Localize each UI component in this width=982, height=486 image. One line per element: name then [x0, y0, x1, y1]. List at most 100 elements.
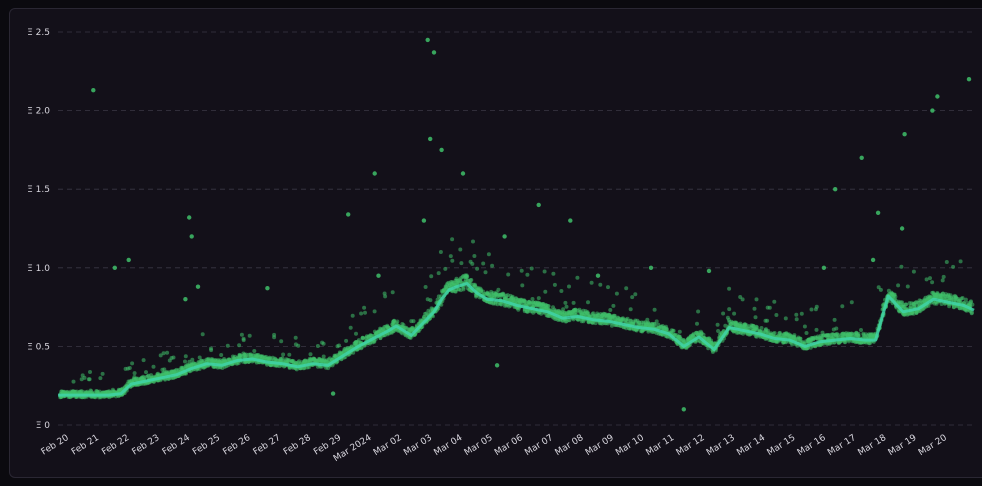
scatter-point — [941, 274, 946, 279]
scatter-point — [905, 284, 910, 289]
scatter-point — [935, 291, 940, 295]
scatter-point — [219, 353, 224, 357]
scatter-point — [608, 308, 613, 312]
outlier-point — [187, 215, 192, 220]
outlier-point — [112, 265, 118, 270]
x-tick-label: Feb 21 — [70, 433, 101, 458]
outlier-point — [648, 265, 654, 270]
x-tick-label: Mar 19 — [887, 433, 919, 458]
outlier-point — [428, 136, 433, 142]
scatter-point — [963, 297, 968, 302]
scatter-point — [279, 339, 284, 344]
scatter-point — [772, 331, 777, 335]
scatter-point — [677, 329, 682, 334]
scatter-point — [529, 266, 534, 271]
scatter-point — [958, 259, 963, 264]
scatter-point — [411, 319, 416, 324]
scatter-point — [802, 324, 807, 329]
scatter-point — [165, 350, 170, 355]
scatter-point — [779, 332, 783, 337]
x-tick-label: Feb 23 — [131, 433, 162, 458]
scatter-point — [774, 313, 779, 317]
outlier-point — [966, 77, 972, 82]
outlier-point — [930, 108, 935, 113]
scatter-point — [721, 311, 726, 316]
scatter-point — [740, 297, 745, 302]
scatter-point — [598, 282, 603, 287]
scatter-point — [571, 300, 576, 305]
scatter-point — [82, 375, 87, 380]
scatter-point — [486, 252, 491, 257]
outlier-point — [935, 94, 940, 99]
scatter-point — [834, 326, 839, 331]
scatter-point — [876, 285, 881, 290]
scatter-point — [360, 335, 365, 340]
scatter-point — [543, 289, 548, 294]
scatter-point — [127, 366, 132, 370]
scatter-point — [969, 299, 973, 304]
scatter-point — [727, 286, 732, 291]
scatter-point — [519, 268, 524, 273]
scatter-point — [183, 359, 187, 364]
outlier-point — [875, 210, 881, 215]
scatter-point — [483, 270, 488, 275]
scatter-point — [614, 291, 619, 296]
scatter-point — [542, 269, 547, 274]
x-tick-label: Mar 02 — [372, 433, 404, 458]
y-axis-ticks: Ξ 0 Ξ 0.5 Ξ 1.0 Ξ 1.5 Ξ 2.0 Ξ 2.5 — [27, 28, 50, 431]
x-tick-label: Feb 25 — [191, 433, 222, 458]
chart-panel — [9, 8, 982, 478]
scatter-point — [272, 335, 277, 340]
scatter-point — [754, 297, 759, 302]
scatter-point — [348, 325, 353, 330]
scatter-point — [539, 311, 544, 316]
outlier-point — [265, 286, 270, 291]
scatter-point — [363, 310, 367, 315]
x-tick-label: Mar 09 — [584, 433, 616, 458]
scatter-point — [241, 338, 246, 343]
outlier-point — [859, 155, 864, 160]
scatter-point — [321, 354, 326, 359]
x-tick-label: Mar 10 — [614, 433, 646, 458]
scatter-point — [799, 311, 804, 316]
scatter-point — [530, 297, 535, 301]
scatter-point — [767, 305, 772, 310]
scatter-point — [237, 343, 242, 348]
scatter-point — [296, 343, 301, 348]
scatter-point — [130, 361, 135, 366]
outlier-point — [706, 268, 712, 274]
scatter-point — [391, 321, 396, 326]
scatter-point — [315, 344, 320, 348]
scatter-point — [372, 309, 377, 314]
scatter-point — [849, 333, 854, 337]
x-tick-label: Feb 20 — [40, 433, 71, 458]
scatter-point — [465, 274, 470, 279]
scatter-point — [759, 326, 764, 330]
outlier-point — [899, 226, 905, 231]
scatter-point — [481, 261, 486, 266]
scatter-point — [914, 310, 919, 315]
scatter-point — [520, 283, 525, 288]
scatter-point — [790, 342, 795, 347]
scatter-point — [960, 296, 965, 300]
outlier-point — [425, 37, 430, 43]
scatter-point — [525, 272, 530, 277]
scatter-point — [559, 289, 564, 293]
scatter-point — [151, 364, 156, 369]
scatter-point — [490, 263, 495, 268]
y-tick-label: Ξ 2.0 — [27, 107, 50, 117]
scatter-point — [567, 318, 572, 323]
scatter-point — [814, 327, 819, 332]
scatter-point — [71, 379, 76, 384]
scatter-point — [928, 276, 932, 281]
scatter-point — [528, 301, 532, 306]
scatter-point — [809, 307, 814, 312]
scatter-point — [354, 331, 358, 336]
outlier-point — [372, 171, 377, 176]
scatter-point — [144, 370, 148, 375]
x-tick-label: Feb 26 — [221, 433, 252, 458]
x-tick-label: Mar 11 — [644, 433, 676, 458]
scatter-point — [395, 319, 400, 324]
scatter-point — [294, 367, 299, 372]
